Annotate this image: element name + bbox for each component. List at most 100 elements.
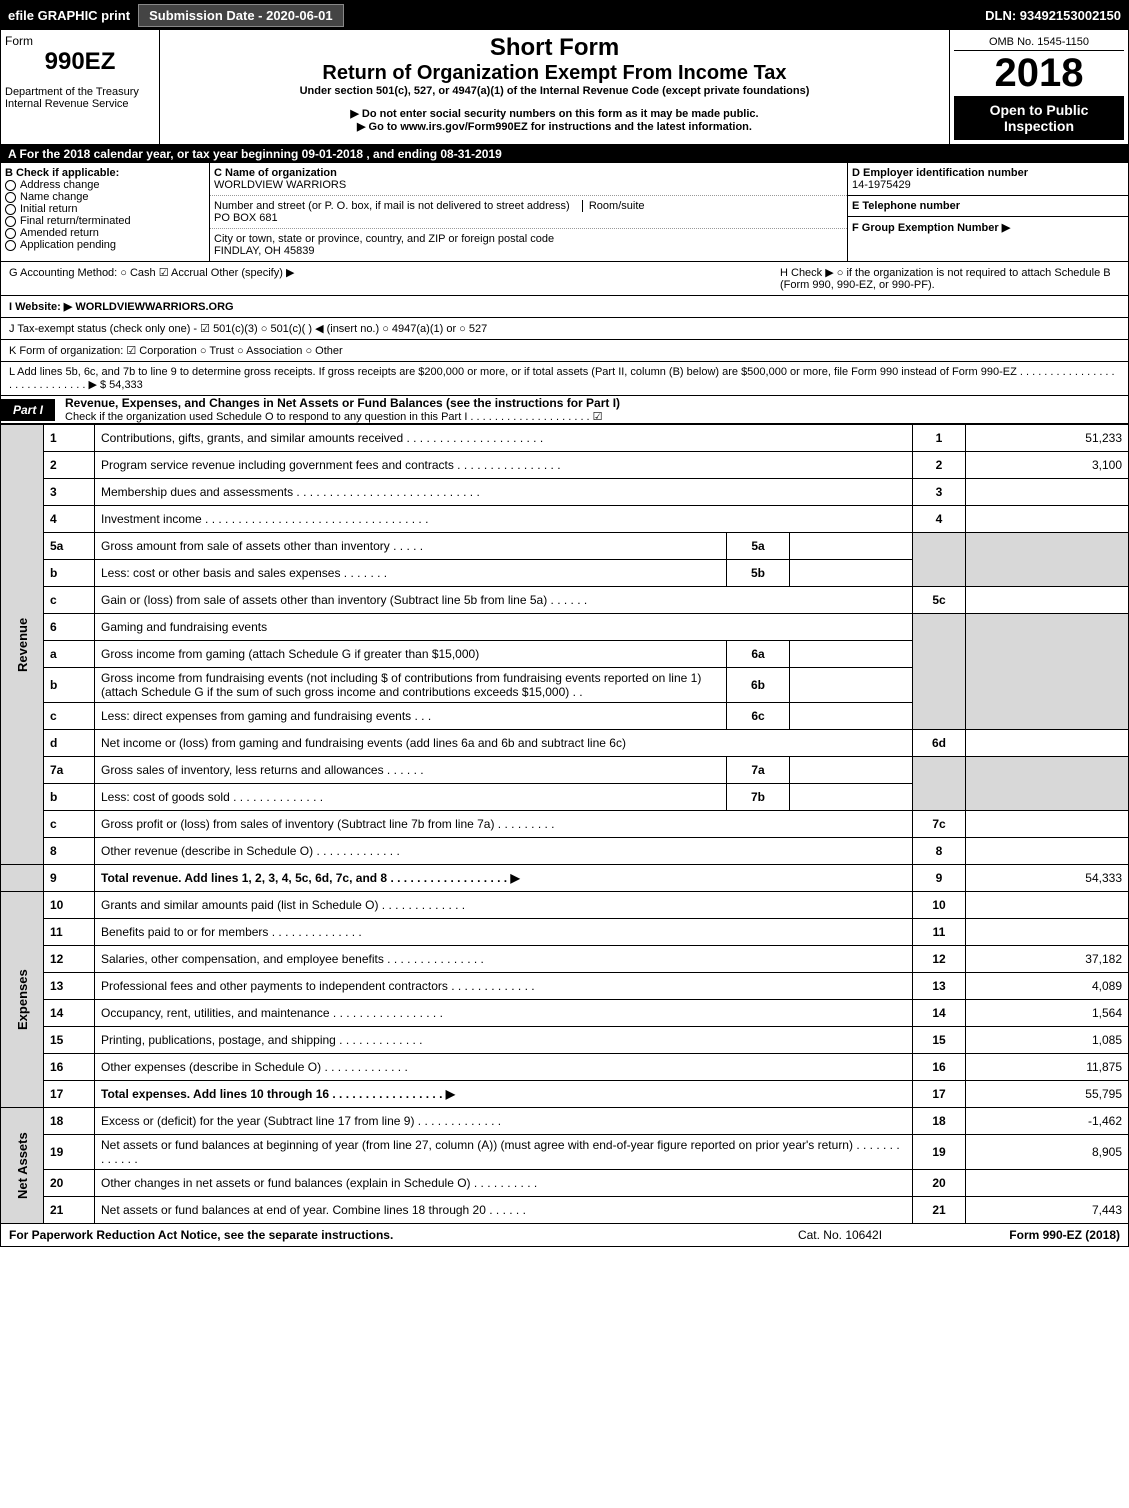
dept-label: Department of the Treasury Internal Reve… bbox=[5, 86, 155, 110]
line-2-desc: Program service revenue including govern… bbox=[95, 452, 913, 479]
line-5c-desc: Gain or (loss) from sale of assets other… bbox=[95, 587, 913, 614]
line-6a-subval bbox=[790, 641, 913, 668]
footer-right: Form 990-EZ (2018) bbox=[940, 1228, 1120, 1242]
line-14-idx: 14 bbox=[913, 1000, 966, 1027]
form-number: 990EZ bbox=[5, 48, 155, 76]
line-6b-subval bbox=[790, 668, 913, 703]
line-20-num: 20 bbox=[44, 1170, 95, 1197]
line-13-num: 13 bbox=[44, 973, 95, 1000]
line-6c-desc: Less: direct expenses from gaming and fu… bbox=[95, 703, 727, 730]
line-4-num: 4 bbox=[44, 506, 95, 533]
line-21-idx: 21 bbox=[913, 1197, 966, 1224]
line-17-desc: Total expenses. Add lines 10 through 16 … bbox=[95, 1081, 913, 1108]
form-header: Form 990EZ Department of the Treasury In… bbox=[0, 30, 1129, 145]
line-6d-idx: 6d bbox=[913, 730, 966, 757]
line-8-num: 8 bbox=[44, 838, 95, 865]
line-10-idx: 10 bbox=[913, 892, 966, 919]
line-13-idx: 13 bbox=[913, 973, 966, 1000]
line-19-num: 19 bbox=[44, 1135, 95, 1170]
d-label: D Employer identification number bbox=[852, 167, 1028, 179]
address-cell: Number and street (or P. O. box, if mail… bbox=[210, 196, 847, 229]
line-19-idx: 19 bbox=[913, 1135, 966, 1170]
city-cell: City or town, state or province, country… bbox=[210, 229, 847, 261]
line-17-idx: 17 bbox=[913, 1081, 966, 1108]
line-19-val: 8,905 bbox=[966, 1135, 1129, 1170]
line-7c-idx: 7c bbox=[913, 811, 966, 838]
part1-check-note: Check if the organization used Schedule … bbox=[55, 410, 1128, 423]
revenue-footer bbox=[1, 865, 44, 892]
line-8-desc: Other revenue (describe in Schedule O) .… bbox=[95, 838, 913, 865]
header-right: OMB No. 1545-1150 2018 Open to Public In… bbox=[949, 30, 1128, 144]
line-2-val: 3,100 bbox=[966, 452, 1129, 479]
website-label: I Website: ▶ WORLDVIEWWARRIORS.ORG bbox=[9, 301, 234, 313]
line-6-desc: Gaming and fundraising events bbox=[95, 614, 913, 641]
line-6a-desc: Gross income from gaming (attach Schedul… bbox=[95, 641, 727, 668]
line-6c-num: c bbox=[44, 703, 95, 730]
line-12-num: 12 bbox=[44, 946, 95, 973]
part1-table: Revenue 1 Contributions, gifts, grants, … bbox=[0, 424, 1129, 1224]
line-9-num: 9 bbox=[44, 865, 95, 892]
line-16-num: 16 bbox=[44, 1054, 95, 1081]
note-ssn: ▶ Do not enter social security numbers o… bbox=[164, 107, 945, 120]
line-17-num: 17 bbox=[44, 1081, 95, 1108]
line-21-val: 7,443 bbox=[966, 1197, 1129, 1224]
line-6b-desc: Gross income from fundraising events (no… bbox=[95, 668, 727, 703]
line-10-desc: Grants and similar amounts paid (list in… bbox=[95, 892, 913, 919]
netassets-section-label: Net Assets bbox=[1, 1108, 44, 1224]
subtitle: Under section 501(c), 527, or 4947(a)(1)… bbox=[164, 85, 945, 97]
line-6-idx-shade bbox=[913, 614, 966, 730]
section-b-title: B Check if applicable: bbox=[5, 167, 205, 179]
line-4-idx: 4 bbox=[913, 506, 966, 533]
line-1-idx: 1 bbox=[913, 425, 966, 452]
footer-left: For Paperwork Reduction Act Notice, see … bbox=[9, 1228, 740, 1242]
line-5c-num: c bbox=[44, 587, 95, 614]
top-bar: efile GRAPHIC print Submission Date - 20… bbox=[0, 0, 1129, 30]
line-3-desc: Membership dues and assessments . . . . … bbox=[95, 479, 913, 506]
line-7b-subval bbox=[790, 784, 913, 811]
line-14-num: 14 bbox=[44, 1000, 95, 1027]
line-11-idx: 11 bbox=[913, 919, 966, 946]
line-14-val: 1,564 bbox=[966, 1000, 1129, 1027]
line-17-val: 55,795 bbox=[966, 1081, 1129, 1108]
check-amended: Amended return bbox=[5, 227, 205, 239]
address-value: PO BOX 681 bbox=[214, 212, 278, 224]
part1-label: Part I bbox=[1, 399, 55, 421]
line-11-num: 11 bbox=[44, 919, 95, 946]
line-8-val bbox=[966, 838, 1129, 865]
line-16-idx: 16 bbox=[913, 1054, 966, 1081]
line-3-num: 3 bbox=[44, 479, 95, 506]
line-7c-num: c bbox=[44, 811, 95, 838]
omb-number: OMB No. 1545-1150 bbox=[954, 34, 1124, 51]
line-12-idx: 12 bbox=[913, 946, 966, 973]
line-5ab-val-shade bbox=[966, 533, 1129, 587]
line-5b-subval bbox=[790, 560, 913, 587]
line-5a-desc: Gross amount from sale of assets other t… bbox=[95, 533, 727, 560]
section-b: B Check if applicable: Address change Na… bbox=[1, 163, 210, 261]
line-21-desc: Net assets or fund balances at end of ye… bbox=[95, 1197, 913, 1224]
row-i: I Website: ▶ WORLDVIEWWARRIORS.ORG bbox=[0, 296, 1129, 318]
line-15-idx: 15 bbox=[913, 1027, 966, 1054]
form-word: Form bbox=[5, 34, 155, 48]
city-value: FINDLAY, OH 45839 bbox=[214, 245, 314, 257]
submission-date: Submission Date - 2020-06-01 bbox=[138, 4, 344, 27]
line-2-idx: 2 bbox=[913, 452, 966, 479]
line-5b-num: b bbox=[44, 560, 95, 587]
line-3-idx: 3 bbox=[913, 479, 966, 506]
line-16-val: 11,875 bbox=[966, 1054, 1129, 1081]
line-6c-sub: 6c bbox=[727, 703, 790, 730]
line-18-val: -1,462 bbox=[966, 1108, 1129, 1135]
line-7a-num: 7a bbox=[44, 757, 95, 784]
line-7b-desc: Less: cost of goods sold . . . . . . . .… bbox=[95, 784, 727, 811]
part1-header: Part I Revenue, Expenses, and Changes in… bbox=[0, 396, 1129, 424]
revenue-section-label: Revenue bbox=[1, 425, 44, 865]
line-5c-val bbox=[966, 587, 1129, 614]
org-name: WORLDVIEW WARRIORS bbox=[214, 179, 346, 191]
line-7b-sub: 7b bbox=[727, 784, 790, 811]
line-9-desc: Total revenue. Add lines 1, 2, 3, 4, 5c,… bbox=[95, 865, 913, 892]
check-final-label: Final return/terminated bbox=[20, 215, 131, 227]
check-final: Final return/terminated bbox=[5, 215, 205, 227]
check-amended-label: Amended return bbox=[20, 227, 99, 239]
line-6d-desc: Net income or (loss) from gaming and fun… bbox=[95, 730, 913, 757]
line-6c-subval bbox=[790, 703, 913, 730]
line-5b-desc: Less: cost or other basis and sales expe… bbox=[95, 560, 727, 587]
